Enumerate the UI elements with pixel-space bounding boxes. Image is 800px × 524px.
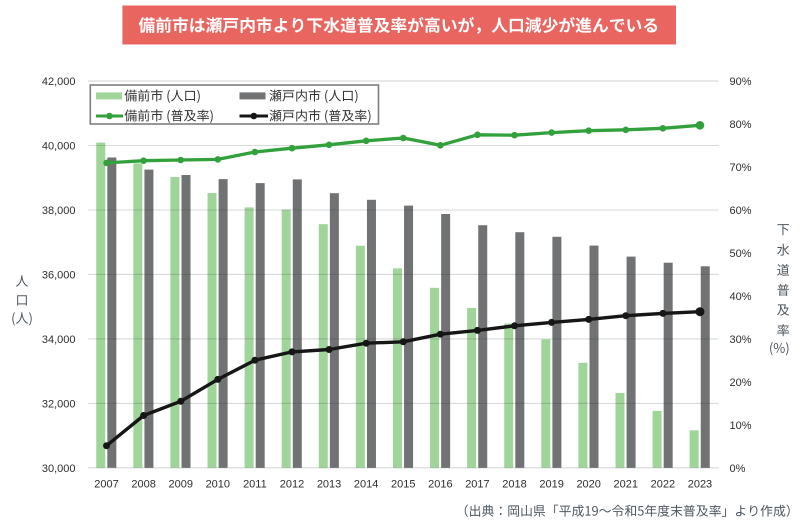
- svg-text:2008: 2008: [131, 478, 155, 490]
- svg-text:70%: 70%: [730, 162, 752, 174]
- svg-text:2017: 2017: [465, 478, 489, 490]
- svg-text:36,000: 36,000: [42, 269, 76, 281]
- svg-text:80%: 80%: [730, 119, 752, 131]
- svg-text:0%: 0%: [730, 463, 746, 475]
- svg-text:2014: 2014: [354, 478, 378, 490]
- svg-text:20%: 20%: [730, 377, 752, 389]
- svg-text:50%: 50%: [730, 248, 752, 260]
- svg-text:38,000: 38,000: [42, 205, 76, 217]
- svg-text:2012: 2012: [280, 478, 304, 490]
- svg-text:2015: 2015: [391, 478, 415, 490]
- svg-text:2013: 2013: [317, 478, 341, 490]
- svg-text:2020: 2020: [576, 478, 600, 490]
- svg-text:34,000: 34,000: [42, 334, 76, 346]
- svg-text:2007: 2007: [94, 478, 118, 490]
- svg-text:60%: 60%: [730, 205, 752, 217]
- svg-text:2021: 2021: [614, 478, 638, 490]
- svg-text:2018: 2018: [502, 478, 526, 490]
- svg-text:2016: 2016: [428, 478, 452, 490]
- svg-text:32,000: 32,000: [42, 398, 76, 410]
- svg-text:2010: 2010: [206, 478, 230, 490]
- svg-text:42,000: 42,000: [42, 76, 76, 88]
- svg-text:30%: 30%: [730, 334, 752, 346]
- svg-text:2011: 2011: [243, 478, 267, 490]
- svg-text:10%: 10%: [730, 420, 752, 432]
- svg-text:30,000: 30,000: [42, 463, 76, 475]
- svg-text:40,000: 40,000: [42, 141, 76, 153]
- svg-text:90%: 90%: [730, 76, 752, 88]
- svg-text:2023: 2023: [688, 478, 712, 490]
- svg-text:2009: 2009: [168, 478, 192, 490]
- svg-text:40%: 40%: [730, 291, 752, 303]
- svg-text:2019: 2019: [539, 478, 563, 490]
- svg-text:2022: 2022: [651, 478, 675, 490]
